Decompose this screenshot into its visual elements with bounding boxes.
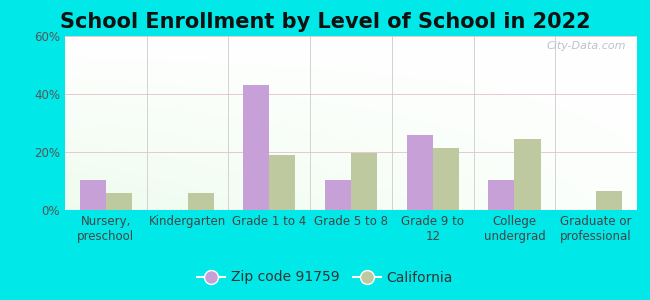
Bar: [433, 148, 459, 210]
Bar: [488, 179, 514, 210]
Bar: [596, 191, 622, 210]
Legend: Zip code 91759, California: Zip code 91759, California: [192, 265, 458, 290]
Bar: [188, 193, 214, 210]
Bar: [514, 139, 541, 210]
Bar: [269, 155, 296, 210]
Bar: [351, 154, 377, 210]
Bar: [325, 179, 351, 210]
Bar: [406, 135, 433, 210]
Text: City-Data.com: City-Data.com: [546, 41, 625, 51]
Bar: [106, 193, 132, 210]
Bar: [80, 179, 106, 210]
Bar: [243, 85, 269, 210]
Text: School Enrollment by Level of School in 2022: School Enrollment by Level of School in …: [60, 12, 590, 32]
